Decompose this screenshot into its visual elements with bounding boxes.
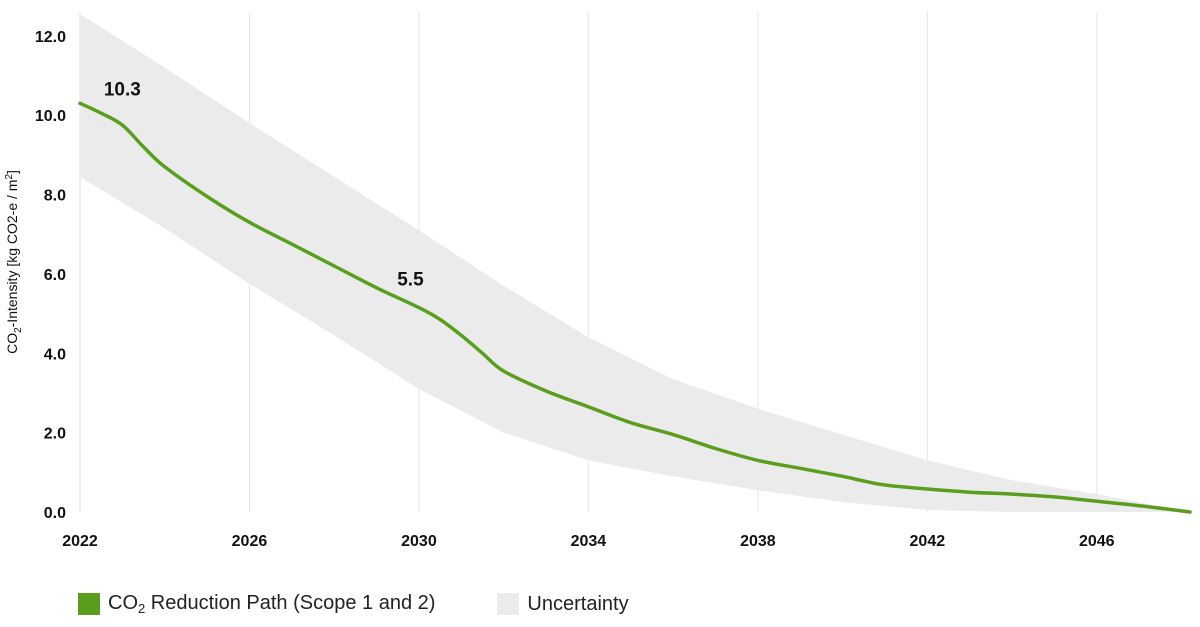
y-tick-label: 12.0: [35, 29, 66, 46]
y-tick-label: 2.0: [44, 426, 66, 443]
y-axis-label: CO2-Intensity [kg CO2-e / m2]: [4, 170, 24, 354]
legend-swatch-reduction-path: [78, 593, 100, 615]
uncertainty-band: [80, 14, 1190, 512]
x-tick-label: 2034: [571, 533, 607, 550]
y-tick-label: 4.0: [44, 346, 66, 363]
data-label: 10.3: [104, 79, 141, 100]
y-axis-ticks: 0.0 2.0 4.0 6.0 8.0 10.0 12.0: [35, 29, 66, 522]
legend: CO2 Reduction Path (Scope 1 and 2) Uncer…: [78, 588, 691, 620]
x-tick-label: 2030: [401, 533, 437, 550]
x-tick-label: 2022: [62, 533, 98, 550]
x-tick-label: 2026: [232, 533, 268, 550]
legend-label-reduction-path: CO2 Reduction Path (Scope 1 and 2): [108, 592, 436, 616]
y-tick-label: 0.0: [44, 505, 66, 522]
legend-swatch-uncertainty: [497, 593, 520, 615]
x-tick-label: 2046: [1079, 533, 1115, 550]
reduction-path-line: [78, 101, 1192, 514]
y-tick-label: 10.0: [35, 108, 66, 125]
data-label: 5.5: [397, 270, 424, 291]
y-tick-label: 6.0: [44, 267, 66, 284]
x-tick-label: 2038: [740, 533, 776, 550]
data-labels: 10.3 5.5: [104, 79, 424, 290]
legend-item-reduction-path: CO2 Reduction Path (Scope 1 and 2): [78, 592, 435, 616]
legend-item-uncertainty: Uncertainty: [497, 592, 629, 616]
x-tick-label: 2042: [910, 533, 946, 550]
x-axis-ticks: 2022 2026 2030 2034 2038 2042 2046: [62, 533, 1114, 550]
y-tick-label: 8.0: [44, 188, 66, 205]
legend-label-uncertainty: Uncertainty: [527, 592, 629, 615]
